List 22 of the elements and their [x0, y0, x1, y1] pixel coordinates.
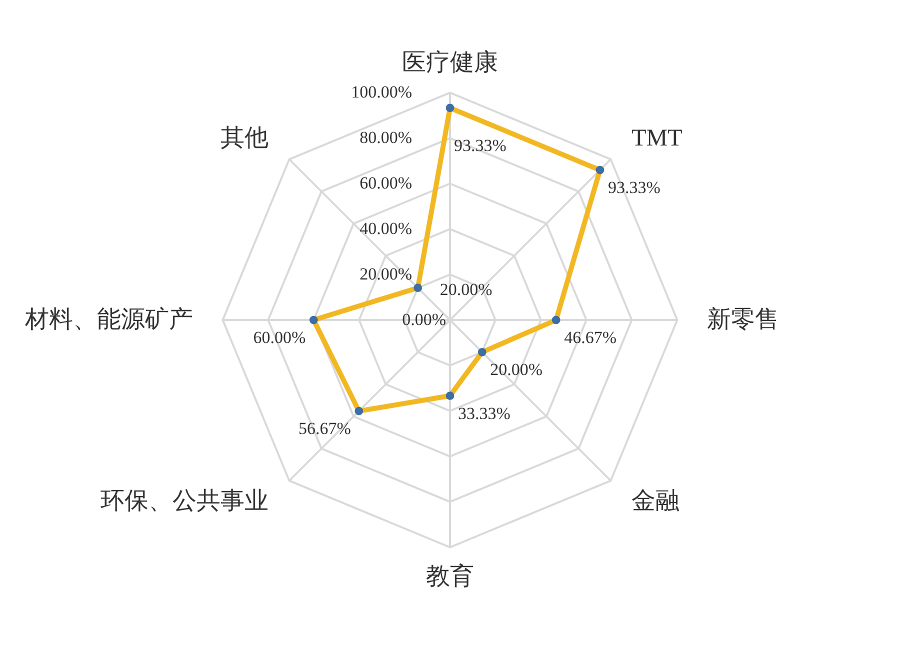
data-label: 46.67%	[564, 328, 616, 347]
data-label: 93.33%	[608, 178, 660, 198]
spoke-label: 医疗健康	[402, 49, 498, 76]
spoke-label: 其他	[220, 125, 268, 152]
y-tick-label: 0.00%	[402, 310, 446, 329]
spoke-label: 金融	[632, 488, 680, 515]
y-tick-label: 20.00%	[360, 264, 412, 284]
y-tick-label: 80.00%	[360, 128, 412, 148]
y-tick-label: 100.00%	[351, 82, 412, 102]
data-label: 93.33%	[454, 136, 506, 155]
data-label: 56.67%	[298, 419, 351, 438]
spoke-label: 教育	[426, 562, 474, 590]
y-tick-label: 40.00%	[360, 219, 412, 238]
data-label: 20.00%	[490, 360, 543, 380]
spoke-label: 环保、公共事业	[100, 488, 268, 515]
data-label: 60.00%	[253, 328, 306, 347]
data-label: 33.33%	[458, 404, 510, 423]
spoke-label: 材料、能源矿产	[24, 306, 194, 333]
y-tick-label: 60.00%	[360, 174, 412, 193]
spoke-label: 新零售	[706, 306, 779, 333]
data-label: 20.00%	[440, 280, 492, 299]
spoke-label: TMT	[632, 125, 683, 152]
